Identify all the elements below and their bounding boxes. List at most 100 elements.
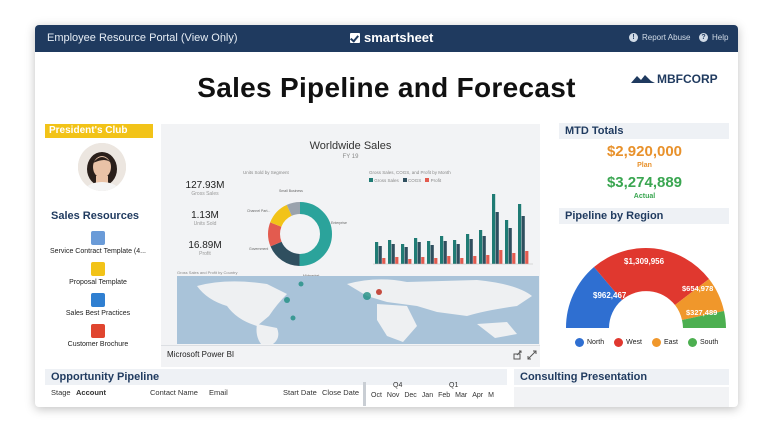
legend-west: West xyxy=(614,338,642,347)
top-bar: Employee Resource Portal (View Only) ⋮ s… xyxy=(35,25,738,52)
bar-mark xyxy=(443,241,447,264)
mtd-plan-label: Plan xyxy=(637,162,652,169)
bar-mark xyxy=(486,255,490,264)
bar-mark xyxy=(512,253,516,264)
kpi-value: 1.13M xyxy=(191,210,219,221)
bar-mark xyxy=(401,244,405,264)
portal-menu-icon[interactable]: ⋮ xyxy=(216,32,227,44)
bar-mark xyxy=(460,258,464,264)
col-stage[interactable]: Stage xyxy=(51,388,71,397)
resource-proposal-template[interactable]: Proposal Template xyxy=(38,262,158,286)
bar-mark xyxy=(518,204,522,264)
map-title: Gross Sales and Profit by Country xyxy=(177,270,238,275)
consulting-presentation-embed[interactable] xyxy=(514,387,729,407)
sales-world-map[interactable] xyxy=(177,276,539,344)
bar-mark xyxy=(521,216,525,264)
resource-label: Service Contract Template (4... xyxy=(50,248,146,255)
legend-south: South xyxy=(687,338,718,347)
resource-label: Proposal Template xyxy=(69,279,127,286)
bar-mark xyxy=(414,238,418,264)
col-start-date[interactable]: Start Date xyxy=(283,388,317,397)
bar-mark xyxy=(375,242,379,264)
bar-mark xyxy=(479,230,483,264)
col-contact-name[interactable]: Contact Name xyxy=(150,388,198,397)
bar-mark xyxy=(508,228,512,264)
share-icon[interactable] xyxy=(513,350,523,360)
bar-mark xyxy=(482,236,486,264)
bar-legend: Gross Sales COGS Profit xyxy=(369,178,441,183)
pipeline-region-heading: Pipeline by Region xyxy=(559,208,729,224)
expand-icon[interactable] xyxy=(527,350,537,360)
kpi-value: 127.93M xyxy=(185,180,225,191)
page-title: Sales Pipeline and Forecast xyxy=(197,72,576,103)
corp-logo-text: MBFCORP xyxy=(657,72,718,86)
bar-mark xyxy=(505,220,509,264)
gantt-splitter[interactable] xyxy=(363,382,366,406)
gauge-value: $962,467 xyxy=(593,291,627,300)
report-abuse-link[interactable]: ! Report Abuse xyxy=(629,33,690,42)
bar-mark xyxy=(404,247,408,264)
alert-icon: ! xyxy=(629,33,638,42)
kpi-profit: 16.89M Profit xyxy=(175,240,235,257)
legend-item: COGS xyxy=(408,178,422,183)
col-close-date[interactable]: Close Date xyxy=(322,388,360,397)
avatar xyxy=(78,143,126,191)
portal-title: Employee Resource Portal (View Only) xyxy=(47,32,238,44)
col-account[interactable]: Account xyxy=(76,388,106,397)
report-abuse-label: Report Abuse xyxy=(642,33,691,42)
powerbi-embed[interactable]: Worldwide Sales FY 19 127.93M Gross Sale… xyxy=(161,124,540,367)
mtd-actual-value: $3,274,889 xyxy=(606,174,683,191)
resource-service-contract[interactable]: Service Contract Template (4... xyxy=(38,231,158,255)
opportunity-pipeline-heading: Opportunity Pipeline xyxy=(45,369,507,385)
bar-mark xyxy=(456,244,460,264)
consulting-presentation-heading: Consulting Presentation xyxy=(514,369,729,385)
kpi-value: 16.89M xyxy=(188,240,222,251)
document-icon xyxy=(91,231,105,245)
gantt-months: Oct Nov Dec Jan Feb Mar Apr M xyxy=(371,392,494,399)
kpi-label: Gross Sales xyxy=(191,191,219,197)
resource-label: Sales Best Practices xyxy=(65,310,131,317)
gantt-quarter-q1: Q1 xyxy=(449,382,459,389)
kpi-label: Profit xyxy=(199,251,211,257)
help-label: Help xyxy=(712,33,729,42)
gauge-value: $654,978 xyxy=(682,284,713,293)
legend-item: Profit xyxy=(430,178,442,183)
bar-mark xyxy=(427,241,431,264)
resource-best-practices[interactable]: Sales Best Practices xyxy=(38,293,158,317)
gauge-value: $1,309,956 xyxy=(624,257,665,266)
corp-logo: MBFCORP xyxy=(631,72,718,86)
bar-mark xyxy=(395,257,399,264)
gantt-quarter-q4: Q4 xyxy=(393,382,403,389)
corp-logo-icon xyxy=(631,75,655,83)
bar-mark xyxy=(430,245,434,264)
presidents-club-heading: President's Club xyxy=(45,124,153,138)
mtd-plan-value: $2,920,000 xyxy=(606,143,683,160)
col-email[interactable]: Email xyxy=(209,388,228,397)
donut-title: Units Sold by Segment xyxy=(243,170,289,175)
help-link[interactable]: ? Help xyxy=(699,33,728,42)
donut-label: Government xyxy=(249,247,268,251)
bar-mark xyxy=(434,258,438,264)
legend-north: North xyxy=(575,338,604,347)
donut-label: Enterprise xyxy=(331,221,347,225)
smartsheet-brand-text: smartsheet xyxy=(364,30,434,45)
resource-customer-brochure[interactable]: Customer Brochure xyxy=(38,324,158,348)
bar-mark xyxy=(453,240,457,264)
donut-label: Channel Part... xyxy=(247,209,270,213)
bar-mark xyxy=(417,242,421,264)
powerbi-footer: Microsoft Power BI xyxy=(161,345,540,364)
bar-mark xyxy=(382,258,386,264)
segment-donut-chart: Small Business Channel Part... Governmen… xyxy=(247,189,347,278)
bar-mark xyxy=(466,234,470,264)
presentation-icon xyxy=(91,262,105,276)
bar-mark xyxy=(408,259,412,264)
pipeline-region-gauge: $962,467 $1,309,956 $654,978 $327,489 xyxy=(565,247,726,328)
bar-mark xyxy=(447,256,451,264)
powerbi-subtitle: FY 19 xyxy=(342,154,359,160)
monthly-bar-chart xyxy=(373,194,533,265)
bar-mark xyxy=(525,251,529,264)
bar-mark xyxy=(378,246,382,264)
resource-label: Customer Brochure xyxy=(67,341,129,348)
powerbi-title: Worldwide Sales xyxy=(309,140,392,152)
mtd-heading: MTD Totals xyxy=(559,123,729,139)
